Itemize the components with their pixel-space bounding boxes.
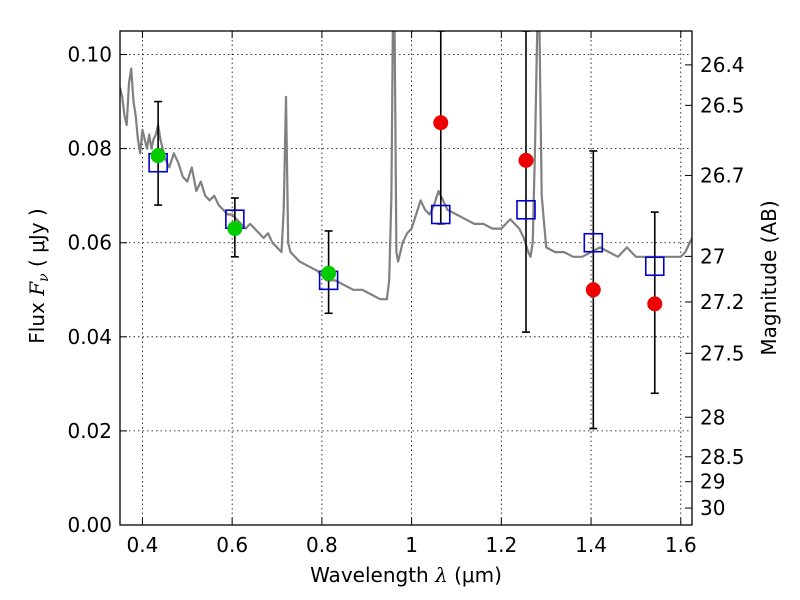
x-axis-label-symbol: λ bbox=[434, 563, 448, 587]
y-axis-label-symbol: F bbox=[25, 281, 49, 297]
y-tick-label: 0.06 bbox=[67, 231, 112, 255]
x-axis-label-suffix: (μm) bbox=[448, 563, 502, 587]
y-tick-label: 0.08 bbox=[67, 137, 112, 161]
nir-detection-point bbox=[433, 115, 449, 131]
y-axis-label-left: Flux Fν ( μJy ) bbox=[25, 208, 52, 343]
right-tick-label: 27.5 bbox=[700, 341, 745, 365]
right-tick-label: 26.5 bbox=[700, 93, 745, 117]
y-tick-label: 0.04 bbox=[67, 325, 112, 349]
y-tick-label: 0.00 bbox=[67, 513, 112, 537]
x-tick-label: 0.6 bbox=[216, 533, 248, 557]
optical-detection-point bbox=[150, 148, 166, 164]
x-tick-label: 0.8 bbox=[306, 533, 338, 557]
model-photometry-point bbox=[583, 232, 604, 253]
plot-frame bbox=[119, 30, 693, 526]
y-axis-label-prefix: Flux bbox=[25, 296, 49, 344]
x-tick-label: 1.2 bbox=[485, 533, 517, 557]
x-axis-label: Wavelength λ (μm) bbox=[310, 563, 502, 587]
model-photometry-point bbox=[644, 256, 665, 277]
plot-area bbox=[120, 31, 692, 430]
y-tick-label: 0.10 bbox=[67, 43, 112, 67]
y-axis-label-right: Magnitude (AB) bbox=[757, 200, 781, 355]
model-photometry-point bbox=[516, 199, 536, 220]
model-photometry-point bbox=[430, 204, 451, 225]
right-tick-label: 26.7 bbox=[700, 163, 745, 187]
y-axis-label-subscript: ν bbox=[36, 273, 52, 282]
right-tick-label: 28.5 bbox=[700, 445, 745, 469]
x-axis-label-prefix: Wavelength bbox=[310, 563, 435, 587]
right-tick-label: 30 bbox=[700, 496, 725, 520]
nir-detection-point bbox=[647, 296, 663, 312]
x-tick-label: 1.4 bbox=[575, 533, 607, 557]
right-tick-label: 27.2 bbox=[700, 290, 745, 314]
right-tick-label: 28 bbox=[700, 405, 725, 429]
model-spectrum-line bbox=[120, 31, 692, 301]
y-tick-label: 0.02 bbox=[67, 419, 112, 443]
y-axis-label-suffix: ( μJy ) bbox=[25, 208, 49, 273]
nir-detection-point bbox=[585, 282, 601, 298]
right-tick-label: 29 bbox=[700, 470, 725, 494]
nir-detection-point bbox=[518, 152, 534, 168]
grid bbox=[120, 31, 692, 526]
right-tick-label: 26.4 bbox=[700, 53, 745, 77]
x-tick-label: 1 bbox=[405, 533, 418, 557]
right-tick-label: 27 bbox=[700, 244, 725, 268]
optical-detection-point bbox=[321, 265, 337, 281]
optical-detection-point bbox=[227, 221, 243, 237]
axis-ticks: 0.4 0.6 0.8 1 1.2 1.4 1.6 0.00 0.02 0.04 0.06 0.08 0… bbox=[67, 31, 745, 557]
x-tick-label: 0.4 bbox=[127, 533, 159, 557]
x-tick-label: 1.6 bbox=[665, 533, 697, 557]
